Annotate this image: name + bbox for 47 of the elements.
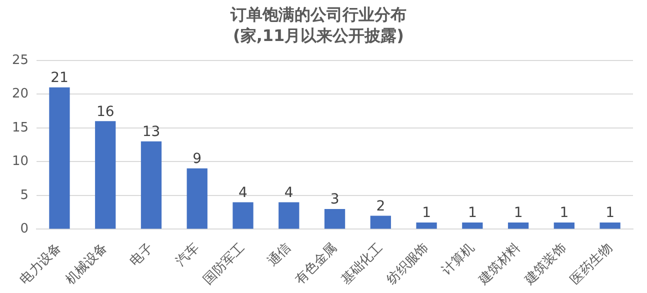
x-tick-label: 有色金属 [292, 240, 340, 288]
data-label: 1 [422, 205, 431, 222]
bar [49, 87, 70, 229]
bar [324, 208, 346, 229]
x-tick-label: 建筑装饰 [521, 240, 570, 288]
bar [186, 168, 208, 229]
chart-title: 订单饱满的公司行业分布 [230, 4, 406, 24]
y-tick-label: 20 [12, 86, 29, 102]
data-label: 16 [96, 104, 114, 120]
x-tick-label: 电子 [127, 240, 156, 270]
bar [278, 202, 300, 229]
data-label: 13 [142, 124, 160, 140]
x-tick-label: 电力设备 [17, 240, 65, 288]
x-tick-label: 国防军工 [200, 240, 248, 288]
y-tick-label: 0 [20, 222, 29, 237]
data-label: 4 [284, 184, 294, 201]
x-tick-label: 建筑材料 [475, 240, 524, 288]
bar [95, 121, 116, 229]
data-label: 4 [238, 184, 248, 201]
data-label: 21 [50, 70, 68, 86]
bar [462, 222, 483, 229]
data-label: 3 [330, 192, 340, 208]
data-label: 1 [606, 205, 615, 222]
x-tick-label: 通信 [265, 240, 294, 270]
y-tick-label: 15 [12, 120, 29, 136]
y-tick-label: 25 [12, 52, 29, 68]
bar [140, 141, 162, 229]
data-label: 1 [468, 205, 477, 222]
bar [508, 222, 529, 229]
x-tick-label: 基础化工 [338, 240, 386, 288]
y-tick-label: 5 [20, 188, 29, 203]
data-label: 2 [376, 198, 386, 214]
x-tick-label: 机械设备 [63, 240, 111, 288]
x-tick-label: 医药生物 [568, 240, 616, 288]
data-label: 1 [514, 205, 523, 222]
chart-subtitle: (家,11月以来公开披露) [233, 26, 404, 45]
bar [416, 222, 437, 229]
x-tick-label: 汽车 [173, 240, 202, 270]
x-tick-label: 纺织服饰 [384, 240, 432, 288]
bar [554, 222, 574, 229]
bar [232, 202, 254, 229]
data-label: 1 [560, 205, 569, 222]
y-tick-label: 10 [12, 154, 29, 170]
bar [370, 216, 391, 229]
data-label: 9 [192, 151, 202, 168]
bar [600, 222, 620, 229]
x-tick-label: 计算机 [439, 240, 478, 279]
